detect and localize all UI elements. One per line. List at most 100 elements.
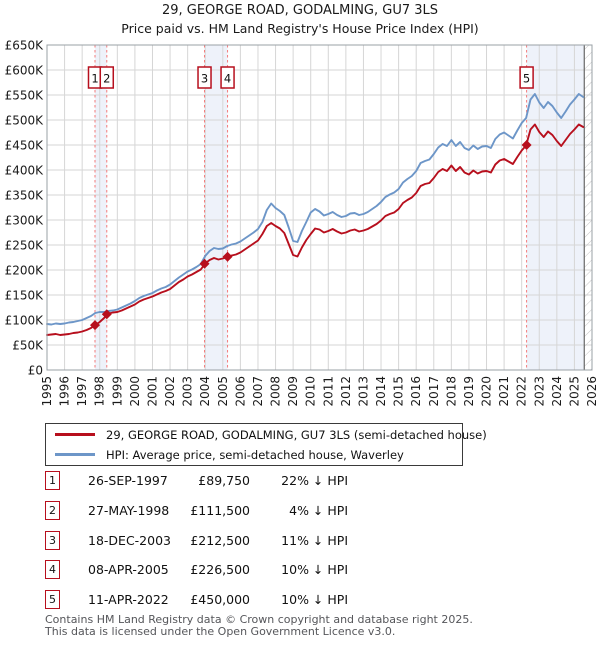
- x-label-2007: 2007: [251, 376, 265, 407]
- sale-date: 11-APR-2022: [88, 592, 169, 607]
- sale-row-number-3: 3: [45, 530, 60, 550]
- sale-price: £226,500: [190, 562, 250, 578]
- sale-marker-5: [521, 140, 532, 150]
- x-label-2025: 2025: [567, 376, 581, 407]
- x-label-2008: 2008: [269, 376, 283, 407]
- sale-row-4: 4 08-APR-2005 £226,500 10% ↓ HPI: [45, 560, 555, 582]
- sale-row-number-1: 1: [45, 471, 60, 490]
- sale-date: 08-APR-2005: [88, 562, 169, 578]
- page-title: 29, GEORGE ROAD, GODALMING, GU7 3LS: [161, 3, 439, 18]
- ownership-band-2: [204, 45, 228, 370]
- x-label-2023: 2023: [532, 376, 546, 407]
- x-label-2011: 2011: [321, 376, 335, 407]
- sale-marker-2: [101, 309, 112, 320]
- x-label-1997: 1997: [75, 376, 89, 407]
- x-label-2010: 2010: [304, 376, 318, 407]
- y-label-£150K: £150K: [5, 289, 45, 303]
- x-label-2001: 2001: [145, 376, 159, 407]
- sale-label-text-3: 3: [201, 72, 208, 86]
- x-label-2016: 2016: [409, 376, 423, 407]
- x-axis-labels: 1995 1996 1997 1998 1999 2000 2001 2002 2003 2004…: [40, 376, 599, 407]
- x-label-1998: 1998: [93, 376, 107, 407]
- future-hatch-region: [583, 45, 592, 370]
- sale-row-5: 5 11-APR-2022 £450,000 10% ↓ HPI: [45, 590, 555, 612]
- y-label-£500K: £500K: [5, 114, 45, 128]
- footer-line-1: Contains HM Land Registry data © Crown c…: [45, 613, 473, 626]
- x-label-2024: 2024: [550, 376, 564, 407]
- legend-item-property: 29, GEORGE ROAD, GODALMING, GU7 3LS (sem…: [46, 425, 487, 444]
- sales-table: 1 26-SEP-1997 £89,750 22% ↓ HPI 2 27-MAY-1998…: [45, 471, 555, 621]
- sale-markers: [89, 140, 532, 331]
- sale-hpi-diff: 22% ↓ HPI: [281, 473, 348, 488]
- x-label-2019: 2019: [462, 376, 476, 407]
- sale-hpi-diff: 10% ↓ HPI: [281, 592, 348, 607]
- hatch-fill: [584, 45, 592, 370]
- sale-label-text-4: 4: [224, 72, 231, 86]
- x-label-2009: 2009: [286, 376, 300, 407]
- x-label-2000: 2000: [128, 376, 142, 407]
- x-label-1995: 1995: [40, 376, 54, 407]
- sale-label-text-2: 2: [103, 72, 110, 86]
- x-label-1996: 1996: [58, 376, 72, 407]
- x-label-2004: 2004: [198, 376, 212, 407]
- x-label-2026: 2026: [585, 376, 599, 407]
- sale-date: 18-DEC-2003: [88, 532, 171, 548]
- sale-price: £89,750: [198, 473, 250, 488]
- x-label-2002: 2002: [163, 376, 177, 407]
- x-label-2020: 2020: [480, 376, 494, 407]
- y-label-£650K: £650K: [5, 39, 45, 53]
- x-label-2018: 2018: [444, 376, 458, 407]
- sale-row-number-4: 4: [45, 560, 60, 580]
- sale-row-number-5: 5: [45, 590, 60, 609]
- sale-date: 27-MAY-1998: [88, 502, 170, 518]
- sale-marker-3: [199, 258, 210, 269]
- y-axis-labels: £0 £50K £100K £150K £200K £250K £300K £350K £400…: [5, 39, 45, 378]
- sale-hpi-diff: 11% ↓ HPI: [281, 532, 348, 548]
- x-label-2013: 2013: [356, 376, 370, 407]
- y-label-£0: £0: [28, 364, 43, 378]
- x-label-2005: 2005: [216, 376, 230, 407]
- y-label-£600K: £600K: [5, 64, 45, 78]
- x-label-2012: 2012: [339, 376, 353, 407]
- sale-row-number-2: 2: [45, 500, 60, 520]
- sale-price: £111,500: [190, 502, 250, 518]
- hpi-line-swatch: [55, 453, 95, 456]
- sale-label-box-5: [519, 66, 534, 89]
- sale-row-3: 3 18-DEC-2003 £212,500 11% ↓ HPI: [45, 530, 555, 553]
- legend-label-property: 29, GEORGE ROAD, GODALMING, GU7 3LS (sem…: [106, 427, 487, 442]
- legend-item-hpi: HPI: Average price, semi-detached house,…: [46, 445, 462, 464]
- sale-date: 26-SEP-1997: [88, 473, 168, 488]
- hpi-line: [46, 93, 585, 326]
- y-label-£250K: £250K: [5, 239, 45, 253]
- sale-marker-1: [89, 320, 100, 331]
- sale-label-box-2: [99, 66, 115, 89]
- footer-license: Contains HM Land Registry data © Crown c…: [45, 614, 585, 637]
- gridlines: [46, 44, 593, 371]
- legend-box: 29, GEORGE ROAD, GODALMING, GU7 3LS (sem…: [45, 423, 487, 466]
- sale-row-2: 2 27-MAY-1998 £111,500 4% ↓ HPI: [45, 500, 555, 523]
- x-label-2014: 2014: [374, 376, 388, 407]
- sale-row-1: 1 26-SEP-1997 £89,750 22% ↓ HPI: [45, 471, 555, 493]
- y-label-£300K: £300K: [5, 214, 45, 228]
- property-price-line: [46, 123, 585, 336]
- series-lines: [46, 93, 585, 336]
- sale-label-box-4: [220, 66, 235, 89]
- x-label-1999: 1999: [110, 376, 124, 407]
- x-label-2003: 2003: [181, 376, 195, 407]
- sale-hpi-diff: 10% ↓ HPI: [281, 562, 348, 578]
- ownership-bands: [94, 45, 585, 370]
- footer-line-2: This data is licensed under the Open Gov…: [45, 624, 396, 638]
- property-line-swatch: [55, 433, 95, 436]
- sale-price: £450,000: [190, 592, 250, 607]
- sale-price: £212,500: [190, 532, 250, 548]
- x-label-2006: 2006: [233, 376, 247, 407]
- y-label-£400K: £400K: [5, 164, 45, 178]
- plot-border: [46, 44, 593, 371]
- legend-label-hpi: HPI: Average price, semi-detached house,…: [106, 447, 404, 462]
- page-subtitle: Price paid vs. HM Land Registry's House …: [121, 21, 479, 36]
- sale-label-text-1: 1: [91, 72, 98, 86]
- sale-label-box-3: [197, 66, 212, 89]
